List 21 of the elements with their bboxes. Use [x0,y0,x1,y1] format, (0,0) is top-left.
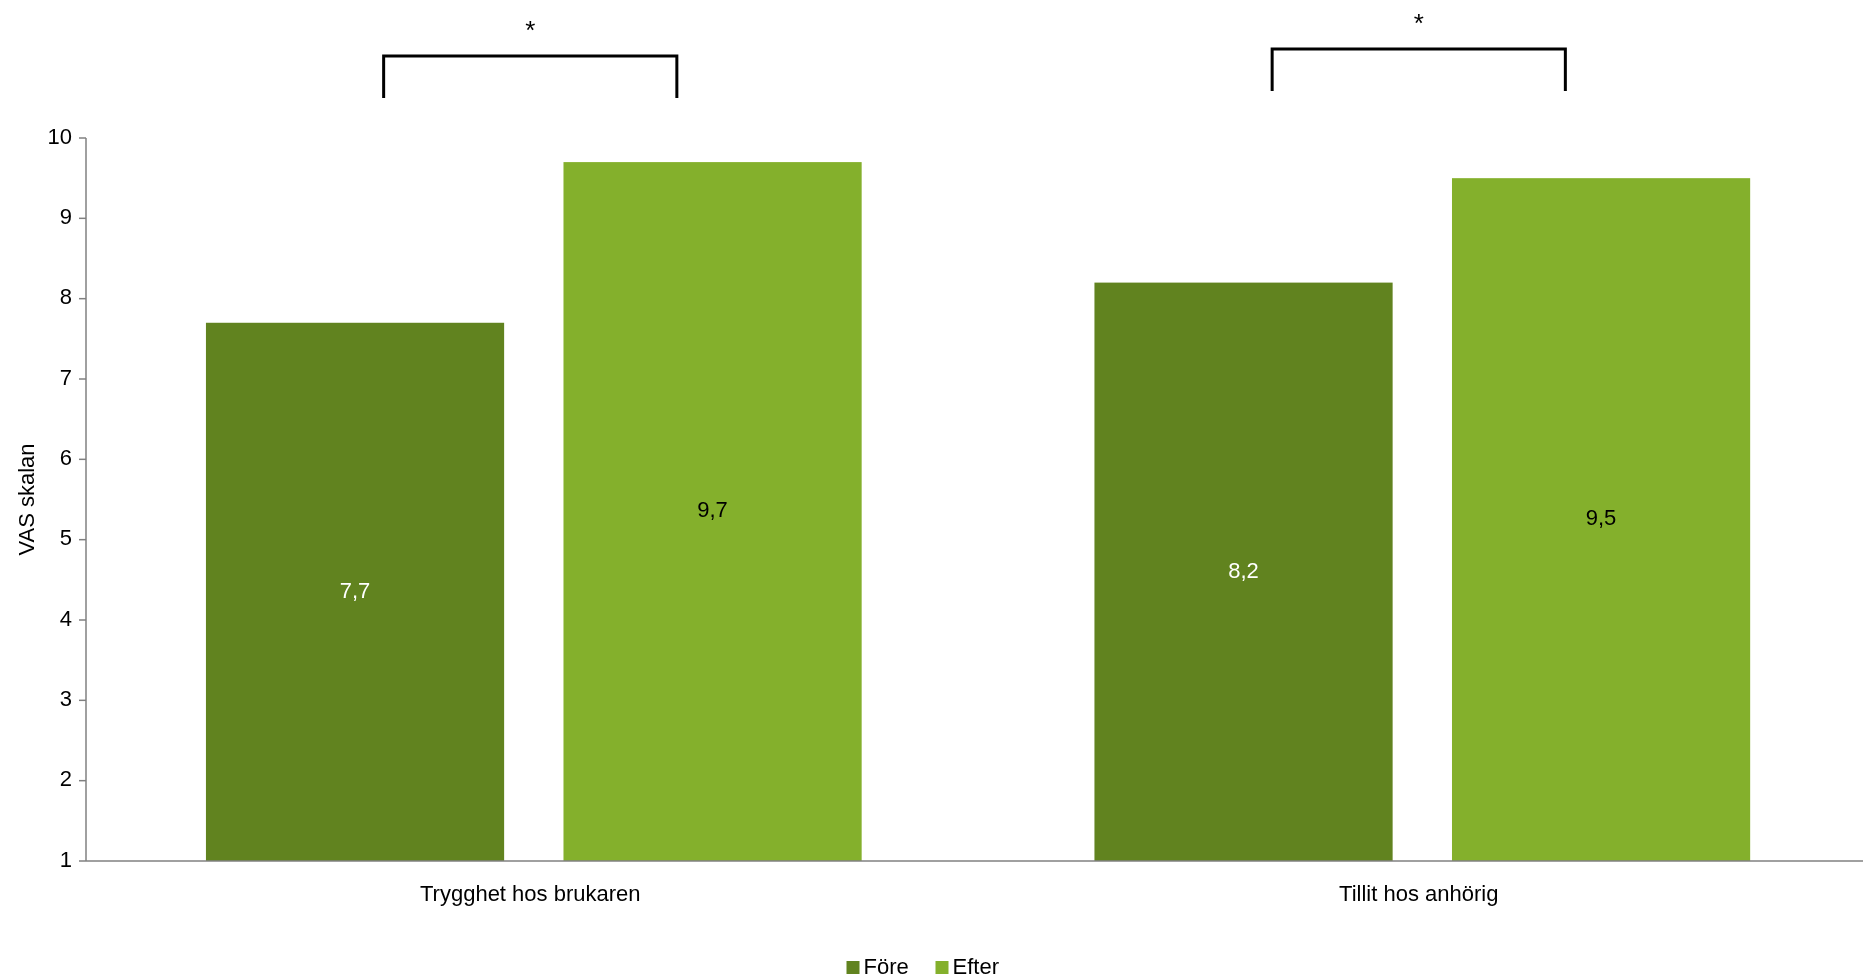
y-axis-title: VAS skalan [13,443,39,556]
y-tick-label: 1 [59,846,72,872]
y-tick-label: 10 [47,123,72,149]
y-tick-label: 5 [59,525,72,551]
x-tick-label: Trygghet hos brukaren [419,880,641,906]
y-tick-label: 6 [59,445,72,471]
y-tick-label: 3 [59,686,72,712]
y-tick-label: 9 [59,204,72,230]
y-tick-label: 8 [59,284,72,310]
x-tick-label: Tillit hos anhörig [1339,880,1499,906]
text: * [1413,7,1424,38]
legend-label: Efter [952,953,999,979]
data-label: 8,2 [1228,557,1259,583]
y-tick-label: 7 [59,364,72,390]
data-label: 9,7 [697,497,728,523]
data-label: 7,7 [339,577,371,603]
legend-label: Före [863,953,909,979]
text: * [525,14,536,45]
y-tick-label: 2 [59,766,72,792]
data-label: 9,5 [1585,505,1617,531]
y-tick-label: 4 [59,605,72,631]
